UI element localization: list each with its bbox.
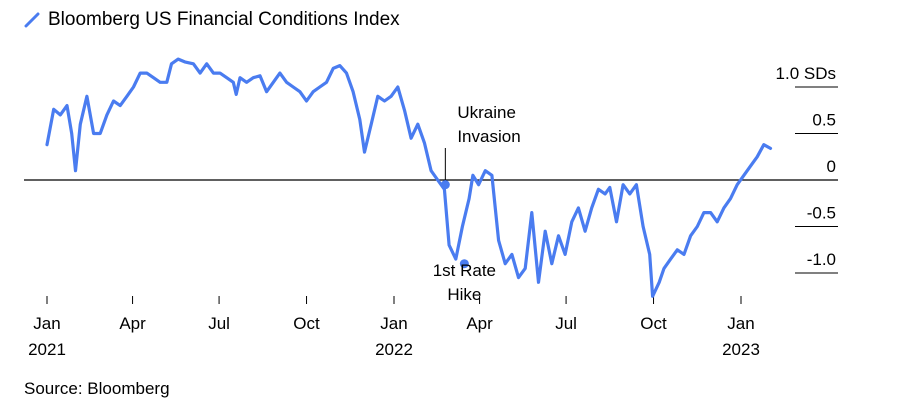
source-note: Source: Bloomberg [24, 379, 170, 398]
annotation-marker-rate-hike [459, 259, 469, 269]
x-tick-label: Jul [555, 314, 577, 333]
y-tick-label: 0.5 [812, 111, 836, 130]
x-tick-year-label: 2022 [375, 340, 413, 359]
x-tick-label: Oct [293, 314, 320, 333]
y-tick-label: -0.5 [807, 204, 836, 223]
x-tick-year-label: 2021 [28, 340, 66, 359]
x-tick-year-label: 2023 [722, 340, 760, 359]
x-tick-label: Oct [640, 314, 667, 333]
x-tick-label: Jan [380, 314, 407, 333]
x-tick-label: Jan [727, 314, 754, 333]
series-line [45, 57, 773, 298]
x-tick-label: Jan [33, 314, 60, 333]
y-tick-label: -1.0 [807, 250, 836, 269]
line-chart: 1.0 SDs 0.5 0 -0.5 -1.0 Jan 2021 Apr Jul Oct Jan 20… [24, 57, 838, 359]
legend-label: Bloomberg US Financial Conditions Index [48, 9, 400, 30]
x-tick-label: Apr [119, 314, 146, 333]
y-tick-label: 0 [827, 157, 836, 176]
annotation-label-rate-hike: 1st Rate [433, 261, 496, 280]
x-tick-label: Apr [466, 314, 493, 333]
legend-line-icon [24, 12, 40, 28]
annotation-marker-ukraine [440, 180, 450, 190]
annotation-label-ukraine: Invasion [457, 127, 520, 146]
y-tick-label: 1.0 SDs [776, 64, 836, 83]
x-tick-label: Jul [208, 314, 230, 333]
legend: Bloomberg US Financial Conditions Index [24, 9, 400, 31]
annotation-label-rate-hike: Hike [447, 285, 481, 304]
annotation-label-ukraine: Ukraine [457, 103, 516, 122]
